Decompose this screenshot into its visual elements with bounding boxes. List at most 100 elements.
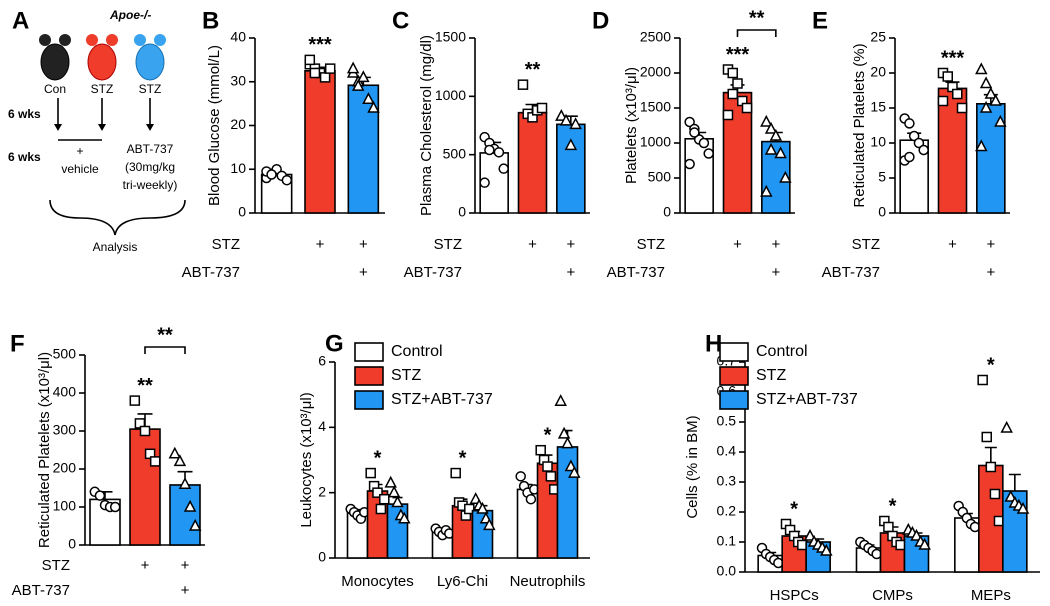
treatment-label: STZ <box>212 236 240 253</box>
data-point <box>362 92 375 104</box>
y-tick-label: 30 <box>230 72 246 88</box>
data-point <box>372 487 383 498</box>
mouse-icon <box>40 43 70 81</box>
significance-label: ** <box>137 375 153 397</box>
mouse-icon <box>135 43 165 81</box>
significance-label: ** <box>525 59 541 81</box>
data-point <box>365 467 376 479</box>
treatment-label: ABT-737 <box>607 264 665 281</box>
bar <box>169 484 201 546</box>
y-tick-label: 4 <box>318 418 326 434</box>
data-point <box>952 88 963 100</box>
y-axis-label: Reticulated Platelets (x10³/μl) <box>36 352 53 548</box>
data-point <box>525 493 537 505</box>
bar <box>471 509 494 559</box>
data-point <box>1004 489 1017 502</box>
treatment-mark: + <box>359 264 368 281</box>
group-label: STZ <box>139 82 162 96</box>
y-tick-label: 0.1 <box>717 533 737 549</box>
data-point <box>727 88 738 100</box>
y-tick-label: 500 <box>443 145 467 161</box>
y-tick-label: 2000 <box>640 64 671 80</box>
data-point <box>398 511 411 524</box>
data-point <box>281 174 293 186</box>
treatment-label: ABT-737 <box>822 264 880 281</box>
legend-label: STZ+ABT-737 <box>756 391 858 408</box>
data-point <box>703 148 714 159</box>
data-point <box>493 147 505 158</box>
data-point <box>536 102 548 114</box>
treatment-label: STZ <box>434 236 462 253</box>
panel-letter: C <box>392 7 409 34</box>
data-point <box>568 465 581 478</box>
data-point <box>367 100 380 113</box>
significance-label: *** <box>308 34 332 56</box>
data-point <box>535 444 546 456</box>
data-point <box>904 151 915 163</box>
y-tick-label: 10 <box>870 134 886 150</box>
y-tick-label: 25 <box>870 29 886 45</box>
mouse-icons <box>39 34 166 81</box>
data-point <box>1000 420 1013 433</box>
treatment-mark: + <box>986 236 995 253</box>
legend-label: Control <box>756 343 808 360</box>
data-point <box>554 394 567 406</box>
y-axis-label: Platelets (x10³/μl) <box>623 67 640 184</box>
data-point <box>309 67 321 79</box>
data-point <box>379 493 390 505</box>
data-point <box>498 163 509 174</box>
legend-swatch <box>719 342 749 362</box>
x-tick-label: CMPs <box>872 587 913 604</box>
data-point <box>266 169 277 180</box>
error-bar <box>1008 473 1021 491</box>
data-point <box>918 537 931 550</box>
data-point <box>979 100 993 113</box>
panel-letter: B <box>202 7 219 34</box>
y-tick-label: 0.4 <box>717 443 737 459</box>
treatment-label: ABT-737 <box>404 264 462 281</box>
time-label: 6 wks <box>8 150 41 164</box>
bar <box>556 123 586 214</box>
data-point <box>985 461 997 473</box>
vehicle-plus: + <box>76 144 83 158</box>
data-point <box>698 137 710 149</box>
outcome-label: Analysis <box>93 240 138 254</box>
y-tick-label: 2 <box>318 483 326 499</box>
bar <box>517 111 548 214</box>
data-point <box>324 63 336 74</box>
data-point <box>979 76 993 89</box>
treatment-mark: + <box>771 236 780 253</box>
significance-label: * <box>544 424 552 446</box>
treatment-mark: + <box>566 264 575 281</box>
data-point <box>779 170 792 183</box>
panel-letter: D <box>592 7 609 34</box>
data-point <box>722 109 734 121</box>
data-point <box>109 501 121 513</box>
y-tick-label: 0 <box>68 536 76 552</box>
data-point <box>769 128 783 141</box>
data-point <box>564 138 578 151</box>
data-point <box>764 121 778 134</box>
y-tick-label: 0 <box>238 204 246 220</box>
data-point <box>168 446 182 459</box>
y-tick-label: 20 <box>230 116 246 132</box>
comparison-bracket <box>736 29 777 37</box>
treatment-mark: + <box>316 236 325 253</box>
data-point <box>346 61 360 74</box>
panel-letter: A <box>12 7 29 34</box>
treatment-mark: + <box>566 236 575 253</box>
panel-letter: G <box>325 330 344 357</box>
y-tick-label: 100 <box>53 498 77 514</box>
treatment-mark: + <box>359 236 368 253</box>
data-point <box>918 144 929 156</box>
y-tick-label: 6 <box>318 353 326 369</box>
data-point <box>173 454 187 467</box>
significance-label: *** <box>941 47 965 69</box>
x-tick-label: Neutrophils <box>510 573 586 590</box>
legend-swatch <box>354 342 384 362</box>
data-point <box>545 471 557 482</box>
mouse-ear <box>134 34 146 46</box>
data-point <box>484 144 495 156</box>
mouse-ear <box>59 34 71 46</box>
